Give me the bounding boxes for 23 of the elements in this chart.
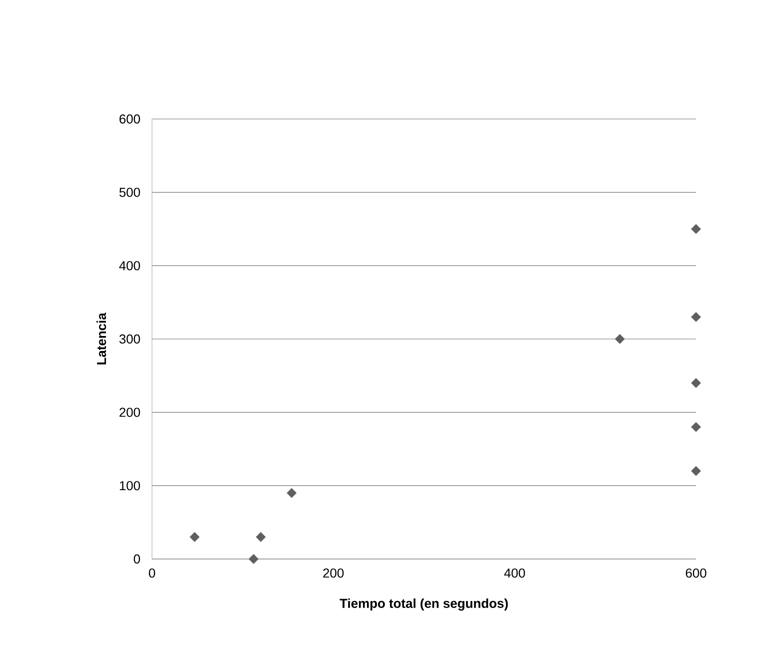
point (691, 378, 701, 388)
x-tick-label: 200 (323, 568, 344, 578)
point (286, 488, 297, 498)
y-axis-title: Latencia (96, 312, 106, 364)
x-tick-label: 0 (148, 568, 156, 578)
y-tick-label: 600 (120, 114, 140, 124)
point (190, 532, 200, 542)
point (691, 466, 701, 476)
point (691, 422, 701, 432)
x-tick-label: 400 (504, 568, 525, 578)
y-tick-label: 100 (120, 481, 140, 490)
y-tick-label: 0 (134, 554, 140, 564)
point (248, 554, 259, 564)
point (256, 532, 266, 542)
point (691, 312, 701, 322)
y-tick-label: 500 (119, 188, 140, 197)
point (691, 224, 701, 234)
y-tick-label: 400 (119, 261, 140, 270)
y-tick-label: 200 (120, 408, 140, 417)
x-axis-title: Tiempo total (en segundos) (340, 598, 508, 611)
x-tick-label: 600 (686, 568, 706, 578)
y-tick-label: 300 (119, 334, 140, 344)
point (614, 334, 625, 344)
